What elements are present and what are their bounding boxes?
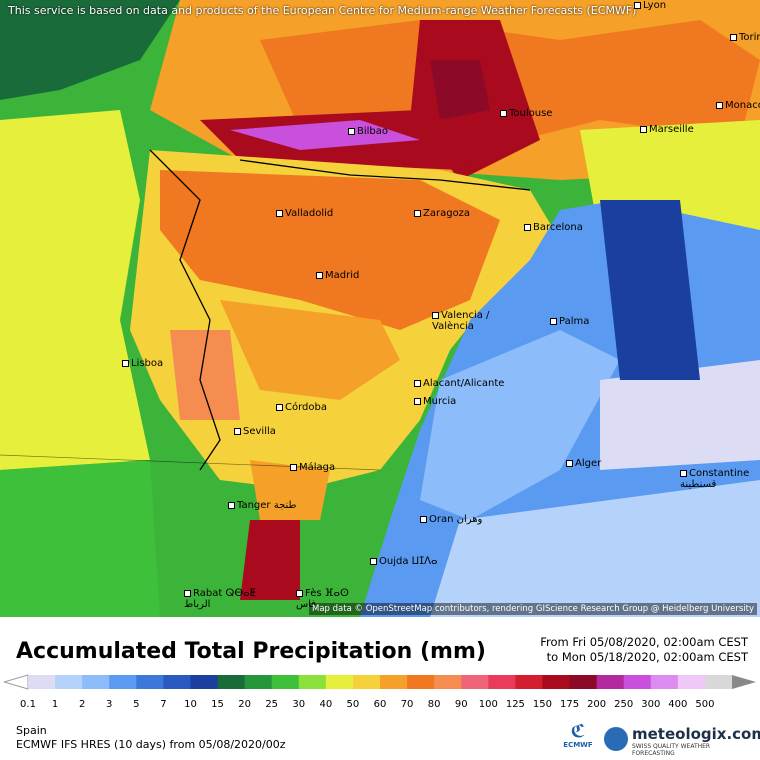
city-tanger: Tanger طنجة (228, 500, 297, 511)
scale-swatch (677, 675, 706, 689)
scale-tick-label: 70 (400, 699, 414, 710)
city-bilbao: Bilbao (348, 126, 388, 137)
scale-swatch (109, 675, 137, 689)
scale-swatch (623, 675, 652, 689)
scale-tick-label: 0.1 (20, 699, 36, 710)
period-to: to Mon 05/18/2020, 02:00am CEST (546, 650, 748, 664)
city-marseille: Marseille (640, 124, 694, 135)
scale-arrow-right (732, 675, 756, 689)
scale-tick-label: 150 (532, 699, 552, 710)
forecast-period: From Fri 05/08/2020, 02:00am CEST to Mon… (540, 635, 748, 665)
city-fes: Fès ⴼⴰⵙ فاس (296, 588, 349, 610)
scale-tick-label: 200 (587, 699, 607, 710)
city-toulouse: Toulouse (500, 108, 552, 119)
color-scale-ticks: 0.1 1 2 3 5 7 10 15 20 25 30 40 50 60 70 80 90 100 125 150 1… (0, 699, 760, 713)
scale-swatch (596, 675, 625, 689)
color-scale-bar (4, 674, 756, 690)
city-barcelona: Barcelona (524, 222, 583, 233)
scale-arrow-left (4, 674, 29, 690)
scale-swatch (82, 675, 110, 689)
scale-tick-label: 1 (51, 699, 59, 710)
model-label: ECMWF IFS HRES (10 days) from 05/08/2020… (16, 738, 286, 751)
city-zaragoza: Zaragoza (414, 208, 470, 219)
meteologix-globe-icon (604, 727, 628, 751)
city-alger: Alger (566, 458, 601, 469)
scale-swatch (488, 675, 516, 689)
scale-tick-label: 30 (292, 699, 306, 710)
scale-tick-label: 500 (695, 699, 715, 710)
scale-tick-label: 25 (265, 699, 279, 710)
scale-swatch (217, 675, 246, 689)
scale-swatch (407, 675, 435, 689)
scale-swatch (542, 675, 571, 689)
scale-swatch (28, 675, 56, 689)
city-valladolid: Valladolid (276, 208, 333, 219)
city-lyon: Lyon (634, 0, 666, 11)
city-torino: Torin (730, 32, 760, 43)
city-constantine: Constantine قسنطينة (680, 468, 750, 490)
city-lisboa: Lisboa (122, 358, 163, 369)
city-murcia: Murcia (414, 396, 456, 407)
scale-tick-label: 80 (427, 699, 441, 710)
ecmwf-logo: ℭ ECMWF (560, 723, 596, 755)
scale-tick-label: 10 (184, 699, 197, 710)
city-palma: Palma (550, 316, 589, 327)
scale-swatch (461, 675, 489, 689)
city-rabat: Rabat ⵕⴱⴰⵟ الرباط (184, 588, 256, 610)
scale-swatch (163, 675, 191, 689)
city-madrid: Madrid (316, 270, 359, 281)
scale-swatch (569, 675, 598, 689)
scale-swatch (298, 675, 327, 689)
map-title: Accumulated Total Precipitation (mm) (16, 639, 486, 664)
ecmwf-disclaimer: This service is based on data and produc… (8, 4, 637, 17)
scale-swatch (380, 675, 408, 689)
scale-swatch (325, 675, 354, 689)
scale-swatch (352, 675, 381, 689)
scale-tick-label: 20 (238, 699, 251, 710)
scale-swatch (244, 675, 273, 689)
city-malaga: Málaga (290, 462, 335, 473)
scale-tick-label: 100 (478, 699, 498, 710)
scale-tick-label: 15 (211, 699, 224, 710)
scale-tick-label: 60 (373, 699, 387, 710)
scale-tick-label: 125 (505, 699, 525, 710)
scale-swatch (434, 675, 462, 689)
scale-tick-label: 400 (668, 699, 688, 710)
city-alicante: Alacant/Alicante (414, 378, 504, 389)
city-oujda: Oujda ⵡⵊⴷⴰ (370, 556, 438, 567)
scale-tick-label: 175 (559, 699, 580, 710)
scale-swatch (650, 675, 679, 689)
scale-tick-label: 250 (614, 699, 634, 710)
scale-tick-label: 40 (319, 699, 333, 710)
ecmwf-mark-icon: ℭ (570, 721, 586, 742)
scale-swatch (136, 675, 164, 689)
precipitation-map[interactable]: This service is based on data and produc… (0, 0, 760, 617)
city-sevilla: Sevilla (234, 426, 276, 437)
scale-swatch (704, 675, 733, 689)
map-attribution: Map data © OpenStreetMap contributors, r… (309, 603, 757, 615)
scale-tick-label: 90 (454, 699, 468, 710)
scale-tick-label: 50 (346, 699, 360, 710)
scale-swatch (190, 675, 219, 689)
legend-footer: Accumulated Total Precipitation (mm) Fro… (0, 617, 760, 760)
scale-tick-label: 7 (160, 699, 167, 710)
scale-tick-label: 2 (78, 699, 86, 710)
region-label: Spain (16, 724, 47, 737)
city-cordoba: Córdoba (276, 402, 327, 413)
city-oran: Oran وهران (420, 514, 482, 525)
scale-swatch (55, 675, 83, 689)
city-valencia: Valencia / València (432, 310, 490, 332)
scale-tick-label: 300 (641, 699, 661, 710)
period-from: From Fri 05/08/2020, 02:00am CEST (540, 635, 748, 649)
scale-tick-label: 3 (106, 699, 113, 710)
meteologix-logo[interactable]: meteologix.com SWISS QUALITY WEATHER FOR… (604, 725, 760, 757)
map-canvas (0, 0, 760, 617)
scale-swatch (271, 675, 300, 689)
scale-swatch (515, 675, 543, 689)
scale-tick-label: 5 (133, 699, 140, 710)
city-monaco: Monaco (716, 100, 760, 111)
